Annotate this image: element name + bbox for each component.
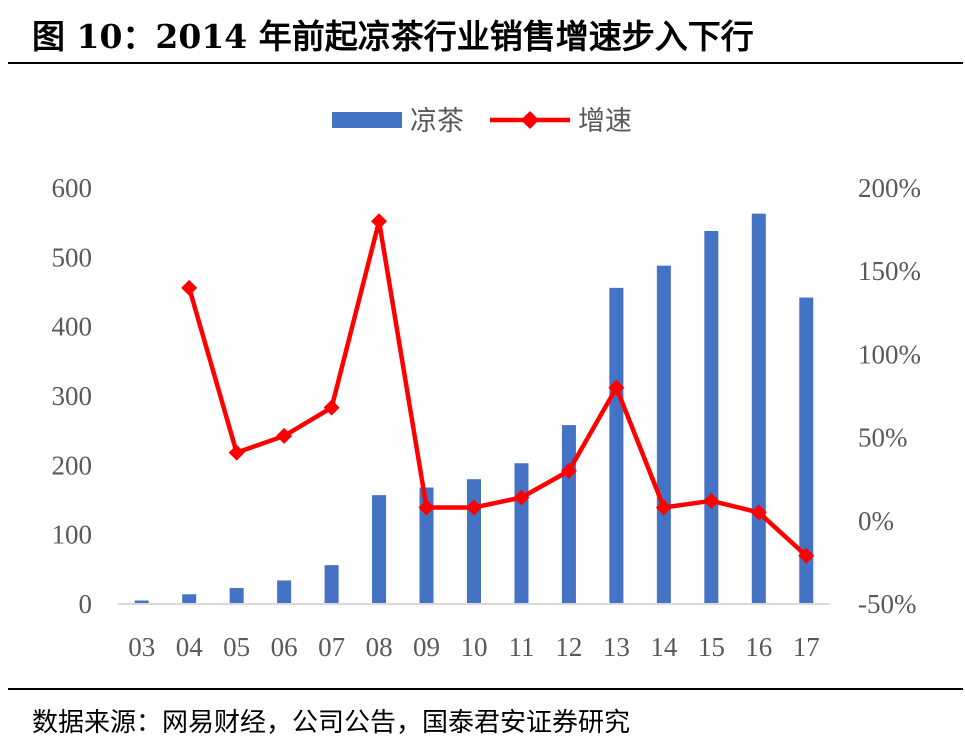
x-axis-tick: 07 bbox=[318, 632, 345, 662]
legend-bar-swatch bbox=[332, 112, 402, 128]
left-axis-tick: 300 bbox=[52, 381, 93, 411]
bar bbox=[134, 600, 149, 604]
left-axis-tick: 100 bbox=[52, 520, 93, 550]
x-axis-tick: 11 bbox=[508, 632, 534, 662]
line-marker bbox=[181, 279, 198, 296]
x-axis-tick: 04 bbox=[176, 632, 204, 662]
line-marker bbox=[655, 499, 672, 516]
chart-title: 图 10：2014 年前起凉茶行业销售增速步入下行 bbox=[32, 17, 754, 56]
bar bbox=[182, 594, 197, 604]
x-axis-tick: 10 bbox=[461, 632, 488, 662]
left-axis-tick: 200 bbox=[52, 450, 93, 480]
right-axis-tick: -50% bbox=[858, 589, 916, 619]
line-marker bbox=[418, 499, 435, 516]
line-marker bbox=[750, 504, 767, 521]
line-marker bbox=[798, 547, 815, 564]
line-marker bbox=[276, 427, 293, 444]
source-rule bbox=[8, 688, 963, 690]
right-axis-tick: 100% bbox=[858, 339, 921, 369]
x-axis-tick: 17 bbox=[793, 632, 820, 662]
bar bbox=[229, 588, 244, 604]
x-axis-tick: 03 bbox=[128, 632, 155, 662]
x-axis-tick: 16 bbox=[745, 632, 772, 662]
x-axis-tick: 13 bbox=[603, 632, 630, 662]
bar bbox=[419, 487, 434, 604]
right-axis-tick: 50% bbox=[858, 423, 908, 453]
x-axis-tick: 08 bbox=[366, 632, 393, 662]
x-axis-tick: 05 bbox=[223, 632, 250, 662]
line-marker bbox=[608, 379, 625, 396]
line-marker bbox=[228, 444, 245, 461]
bar bbox=[372, 495, 387, 604]
x-axis-tick: 14 bbox=[650, 632, 678, 662]
x-axis-tick: 15 bbox=[698, 632, 725, 662]
left-axis-tick: 600 bbox=[52, 173, 93, 203]
title-rule bbox=[8, 62, 963, 64]
line-marker bbox=[703, 492, 720, 509]
left-axis-tick: 500 bbox=[52, 242, 93, 272]
bar bbox=[514, 463, 529, 604]
x-axis-tick: 06 bbox=[271, 632, 298, 662]
left-axis-tick: 400 bbox=[52, 312, 93, 342]
legend-label: 凉茶 bbox=[410, 106, 464, 137]
growth-line bbox=[187, 219, 808, 558]
bar bbox=[324, 565, 339, 604]
right-axis-tick: 0% bbox=[858, 506, 894, 536]
bar bbox=[799, 297, 814, 604]
right-axis-tick: 200% bbox=[858, 173, 921, 203]
line-marker bbox=[560, 462, 577, 479]
line-marker bbox=[371, 213, 388, 230]
line-marker bbox=[466, 499, 482, 516]
right-axis-tick: 150% bbox=[858, 256, 921, 286]
bar bbox=[704, 230, 719, 604]
line-marker bbox=[323, 399, 340, 416]
bar bbox=[609, 287, 624, 604]
left-axis-tick: 0 bbox=[79, 589, 93, 619]
bar bbox=[277, 580, 292, 604]
x-axis-tick: 12 bbox=[555, 632, 582, 662]
bar bbox=[561, 425, 576, 604]
legend-line-marker bbox=[521, 111, 539, 129]
bar bbox=[467, 479, 481, 604]
line-marker bbox=[513, 489, 530, 506]
bar bbox=[656, 265, 671, 604]
source-note: 数据来源：网易财经，公司公告，国泰君安证券研究 bbox=[32, 708, 631, 738]
bar bbox=[751, 213, 766, 605]
chart: 0 100 200 300 400 500 600 -50% 0% 50% 100% 150% 200%… bbox=[52, 106, 922, 662]
x-axis-tick: 09 bbox=[413, 632, 440, 662]
legend-label: 增速 bbox=[578, 106, 632, 137]
